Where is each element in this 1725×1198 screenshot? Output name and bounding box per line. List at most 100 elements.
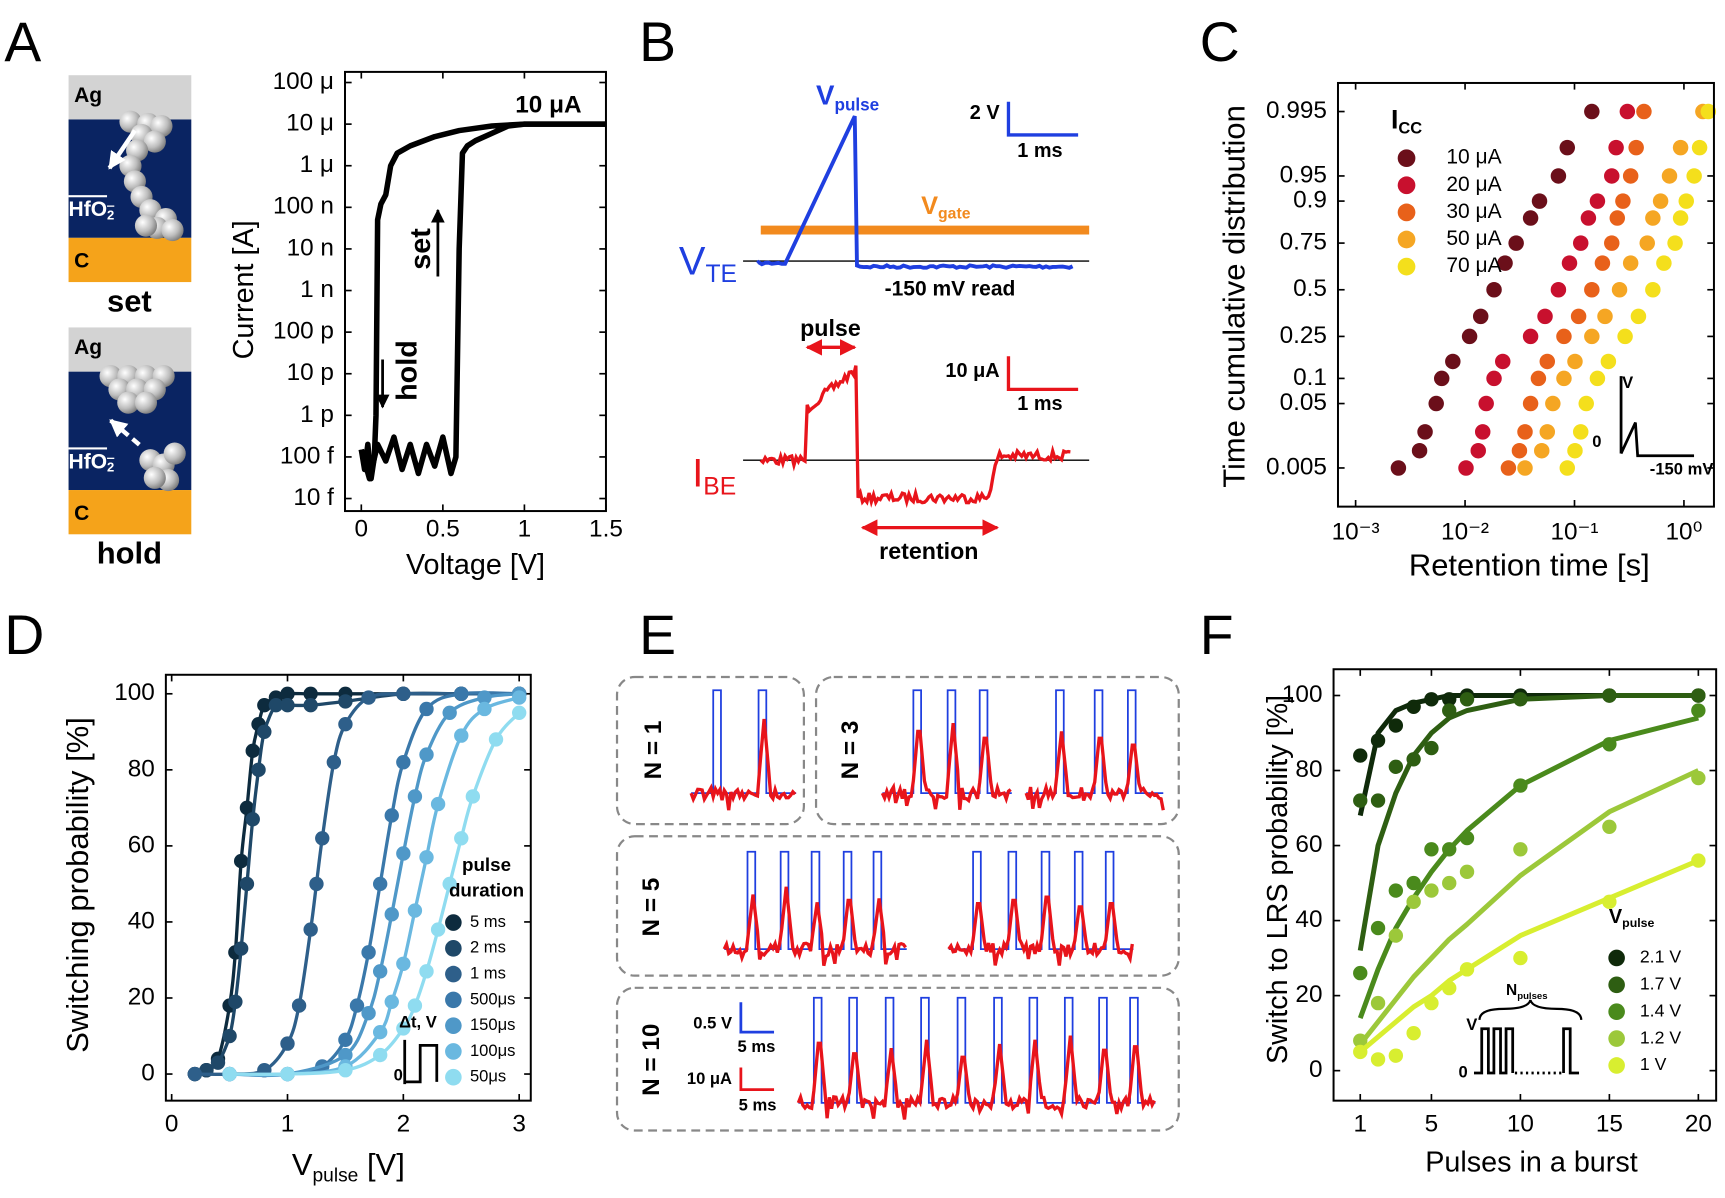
legend-label: 2 ms [470,938,506,957]
fit-line [1357,693,1699,952]
inset-label-sub: pulses [1517,990,1547,1001]
y-tick-label: 0.05 [1280,389,1327,416]
point [442,876,457,892]
filament-atom [161,219,184,242]
legend-label: 2.1 V [1640,947,1681,967]
legend-marker [445,991,462,1009]
point [384,994,399,1009]
point [1461,328,1478,345]
point [419,964,434,979]
x-axis-label-main: V [292,1147,313,1182]
legend-title-sub: pulse [1622,916,1654,930]
legend-marker [445,965,462,983]
trace-label: IBE [692,451,736,500]
scale-bar [1006,356,1079,392]
legend-title: pulse [462,854,511,875]
point [1628,139,1644,156]
point [1617,328,1633,345]
point [280,686,295,701]
legend-label: 1 ms [470,963,506,982]
brace [1478,999,1583,1021]
c-layer [68,490,192,535]
curve [358,121,606,482]
x-tick-label: 2 [397,1110,411,1137]
point [1567,442,1583,459]
response-trace [689,718,797,811]
x-axis-label-sub: pulse [312,1165,358,1186]
point [1472,308,1489,325]
point [303,698,318,713]
trace-label-sub: gate [938,206,971,223]
point [1589,193,1606,209]
point [1500,460,1517,476]
legend-title-main: V [1609,906,1623,928]
y-tick-label: 100 f [280,442,334,469]
scale-label: 2 V [970,102,1001,124]
x-tick-label: 10 [1507,1110,1534,1137]
point [303,686,318,701]
y-axis-label: Time cumulative distribution [1216,105,1251,488]
point [1517,424,1533,440]
plot-frame [1336,81,1715,508]
point [1424,692,1439,707]
y-tick-label: 0 [1309,1056,1323,1083]
y-tick-label: 100 [114,679,155,706]
y-tick-label: 100 [1282,681,1323,708]
trace-label: Vpulse [816,80,879,115]
point [1622,255,1639,271]
point [1602,737,1617,752]
point [1353,1044,1368,1060]
point [1691,770,1706,786]
point [1474,424,1491,440]
point [280,1036,295,1051]
point [361,1006,376,1021]
legend-marker [1608,976,1625,994]
point [187,1066,203,1082]
y-tick-label: 100 n [273,193,334,220]
x-axis-label: Pulses in a burst [1425,1146,1638,1178]
point [1597,308,1613,325]
trace-label: retention [879,538,978,564]
filament-atom [134,391,158,414]
point [1584,282,1600,298]
x-tick-label: 3 [512,1110,526,1137]
point [1686,168,1702,184]
pulse-train [882,689,1012,795]
plot-frame [344,70,607,513]
point [1691,688,1706,703]
point [1370,1052,1386,1067]
trace-label: Vgate [921,192,971,223]
point [268,698,284,713]
legend-label: 1.7 V [1640,974,1681,994]
point [1511,442,1528,459]
point [1459,830,1475,846]
point [1691,703,1706,718]
legend-label: 50 μA [1446,227,1501,250]
scale-label: 5 ms [738,1037,776,1056]
point [430,796,446,812]
point [257,724,272,740]
legend-marker [1397,230,1416,249]
point [338,694,353,709]
point [1556,328,1572,345]
layer-label-main: HfO [69,198,107,221]
inset-label: V [1466,1015,1477,1034]
point [1559,139,1576,156]
legend-label: 500μs [470,989,516,1008]
y-tick-label: 80 [1295,756,1322,783]
point [280,1066,295,1082]
point [1353,748,1368,763]
legend-marker [1397,257,1416,276]
point [1602,688,1617,703]
point [1619,103,1636,120]
inset-label: 0 [1592,432,1601,451]
voltage-trace [756,115,1074,271]
trace-label: pulse [800,315,861,341]
point [1478,395,1494,412]
layer-label: HfO2 [69,198,115,223]
x-tick-label: 0 [165,1110,179,1137]
layer-label-sub: 2 [107,208,114,223]
point [1442,842,1457,857]
burst-label: N = 10 [638,1024,665,1096]
point [1550,168,1567,184]
